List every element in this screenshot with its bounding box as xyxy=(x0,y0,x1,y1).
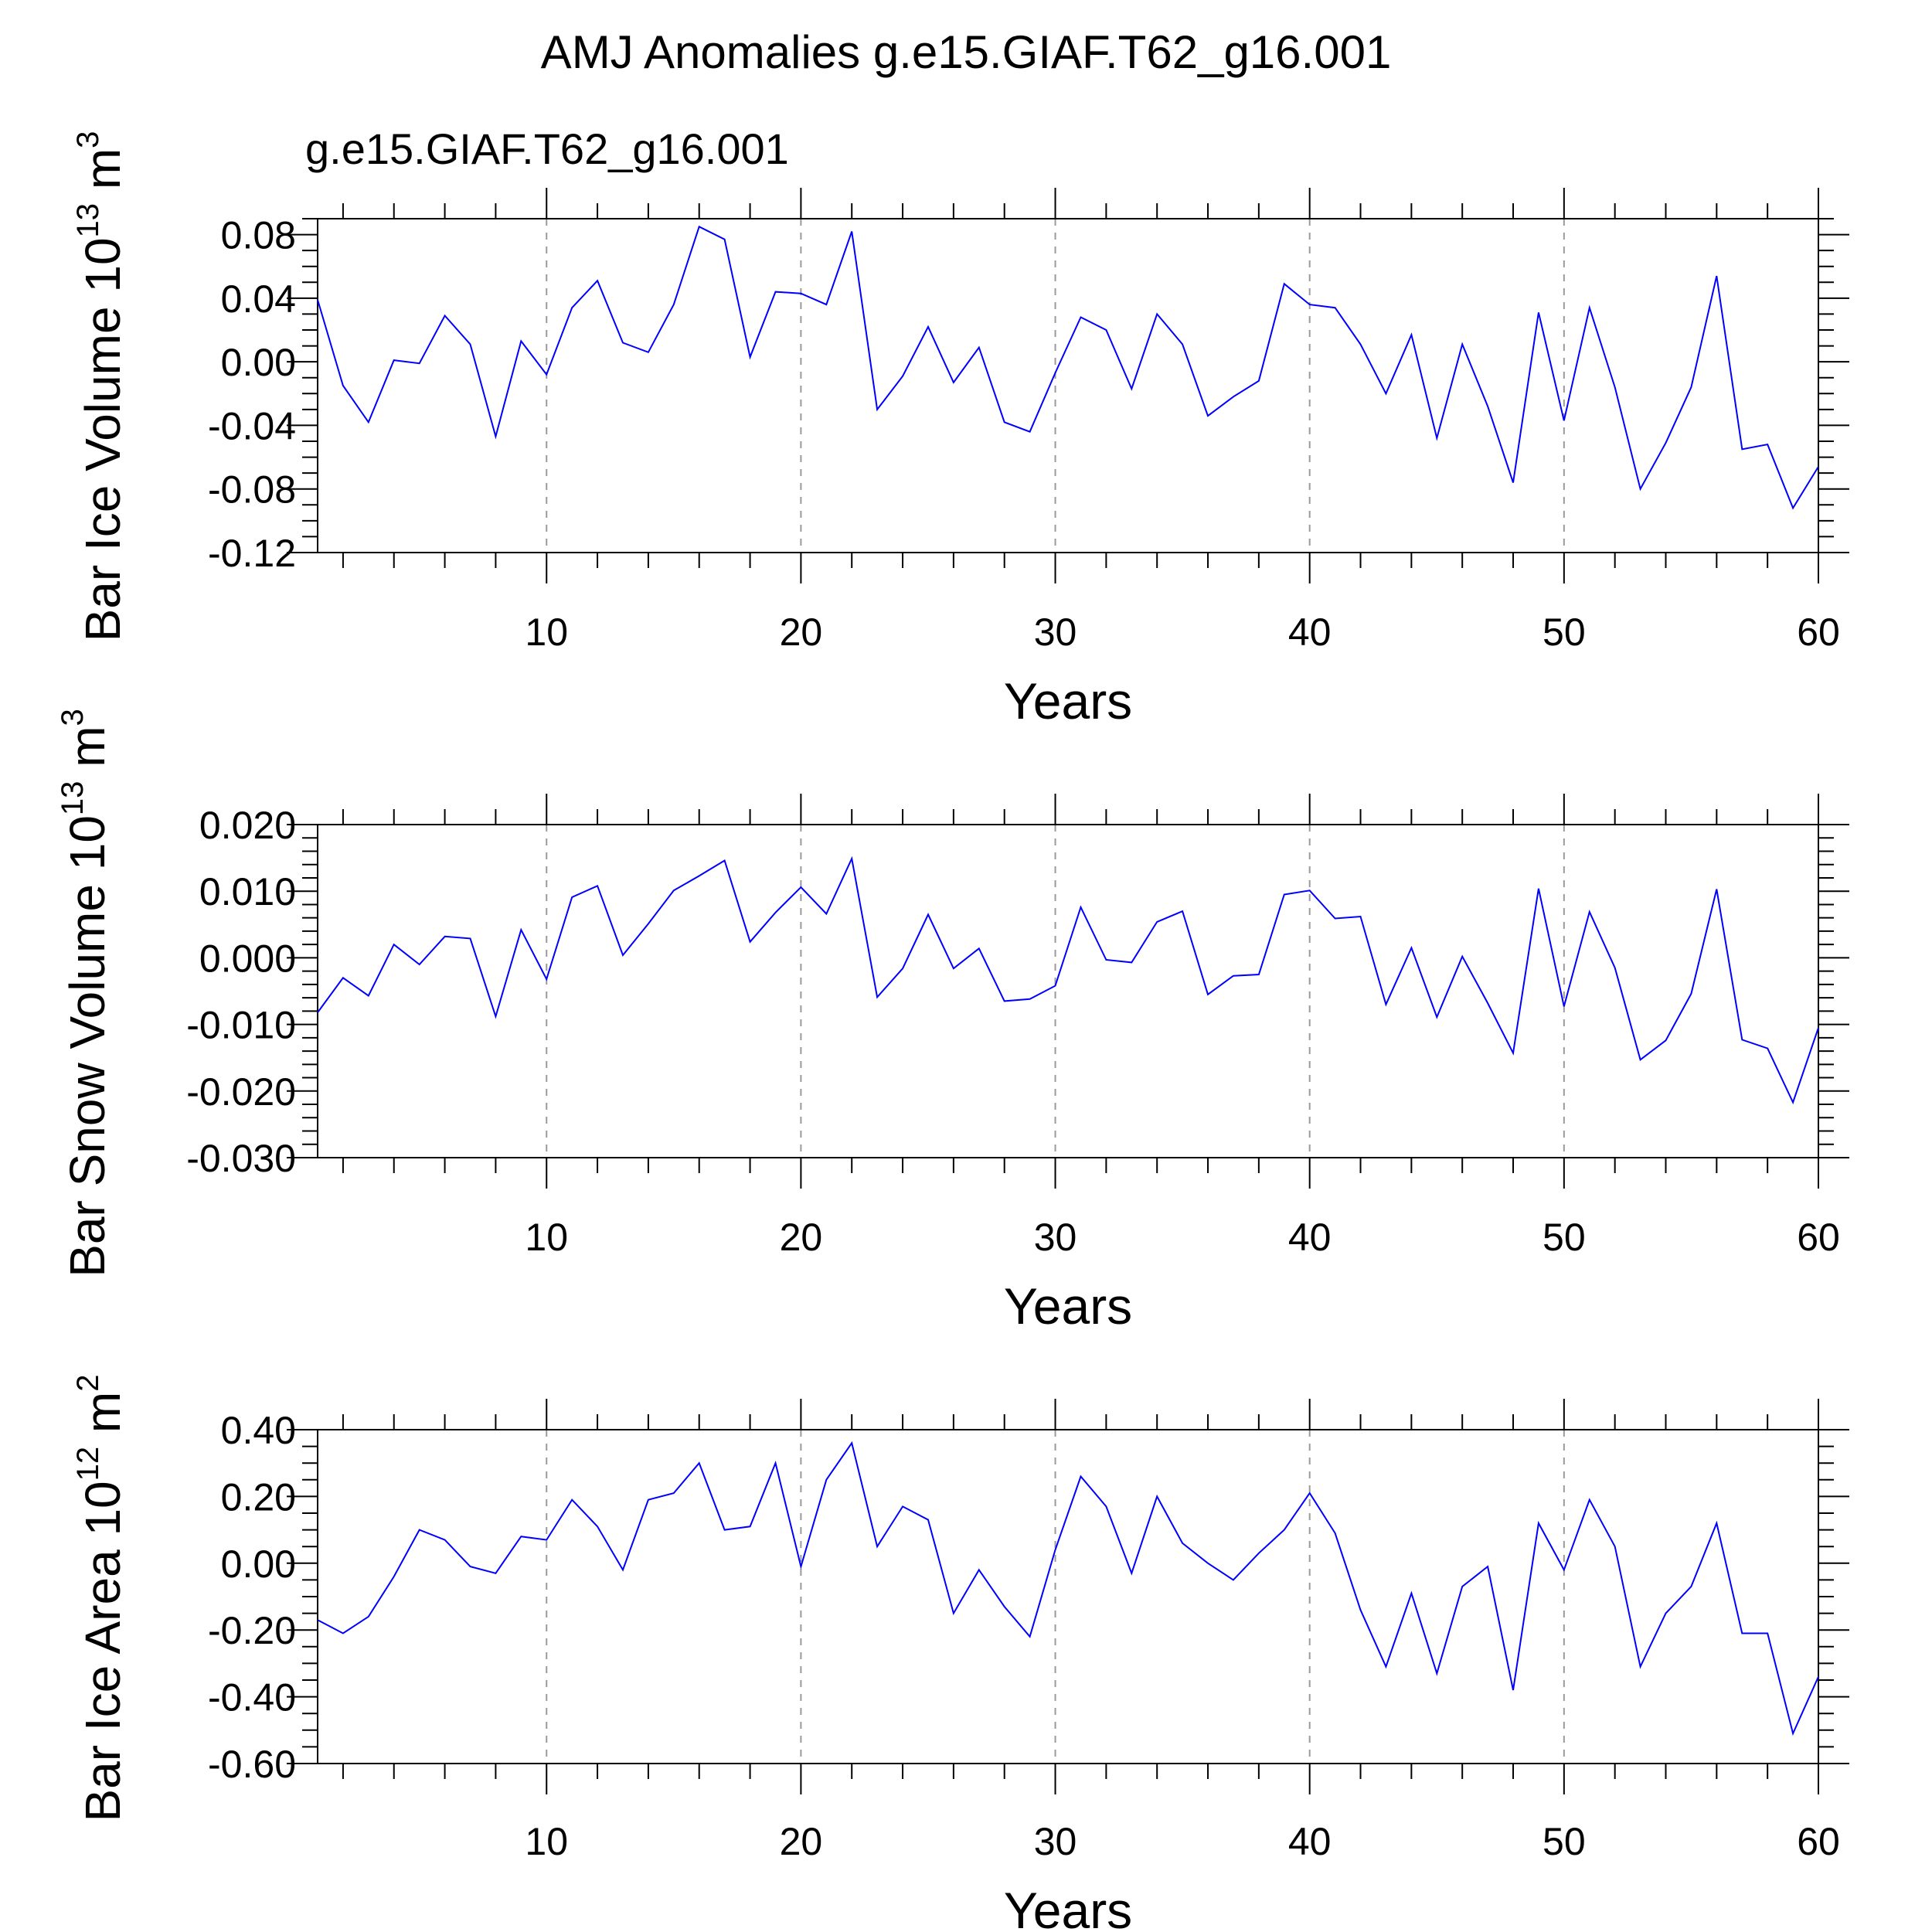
y-tick-label-1: -0.020 xyxy=(186,1070,296,1114)
x-tick-label-20: 20 xyxy=(780,1820,823,1863)
y-axis-exponent: 13 xyxy=(56,781,90,816)
y-axis-unit-exponent: 3 xyxy=(71,131,105,148)
x-tick-label-10: 10 xyxy=(525,611,568,654)
y-axis-unit-exponent: 3 xyxy=(56,709,90,726)
x-axis-title: Years xyxy=(1004,672,1132,730)
y-axis-unit-exponent: 2 xyxy=(71,1375,105,1392)
x-tick-label-20: 20 xyxy=(780,1216,823,1259)
y-axis-exponent: 13 xyxy=(71,203,105,238)
y-axis-unit: m xyxy=(75,148,131,203)
x-tick-label-50: 50 xyxy=(1543,1216,1586,1259)
y-axis-label: Bar Snow Volume 10 xyxy=(60,815,115,1277)
y-tick-label-3: 0.00 xyxy=(221,341,296,384)
panel-3: 10 20 30 40 50 60 -0.60 -0.40 -0.20 0.00 0.20 0.40 Y… xyxy=(71,1375,1849,1932)
x-axis-title: Years xyxy=(1004,1882,1132,1932)
panel-2: 10 20 30 40 50 60 -0.030 -0.020 -0.010 0.000 0.010… xyxy=(56,709,1849,1335)
y-axis-unit: m xyxy=(60,726,115,781)
y-tick-label-1: -0.08 xyxy=(208,468,296,512)
x-tick-label-40: 40 xyxy=(1288,1820,1332,1863)
y-axis-unit: m xyxy=(75,1392,131,1447)
x-tick-label-40: 40 xyxy=(1288,611,1332,654)
y-axis-title: Bar Ice Volume 1013 m3 xyxy=(71,131,131,642)
series-line-1 xyxy=(317,1440,1819,1736)
y-tick-label-3: 0.00 xyxy=(221,1543,296,1586)
y-tick-label-3: 0.000 xyxy=(199,937,296,980)
x-tick-label-50: 50 xyxy=(1543,1820,1586,1863)
x-tick-label-30: 30 xyxy=(1034,1820,1077,1863)
plot-frame xyxy=(317,1429,1819,1764)
x-tick-label-60: 60 xyxy=(1797,611,1840,654)
y-axis-title: Bar Ice Area 1012 m2 xyxy=(71,1375,131,1822)
figure-subtitle: g.e15.GIAF.T62_g16.001 xyxy=(305,124,789,173)
y-tick-label-2: -0.20 xyxy=(208,1609,296,1652)
x-tick-label-60: 60 xyxy=(1797,1216,1840,1259)
y-axis-label: Bar Ice Area 10 xyxy=(75,1481,131,1821)
x-tick-label-20: 20 xyxy=(780,611,823,654)
y-tick-label-0: -0.60 xyxy=(208,1743,296,1786)
x-tick-label-40: 40 xyxy=(1288,1216,1332,1259)
x-tick-label-60: 60 xyxy=(1797,1820,1840,1863)
y-axis-exponent: 12 xyxy=(71,1447,105,1481)
series-line-1 xyxy=(317,225,1819,510)
x-axis-title: Years xyxy=(1004,1277,1132,1335)
y-tick-label-2: -0.010 xyxy=(186,1004,296,1047)
plot-frame xyxy=(317,218,1819,553)
y-tick-label-0: -0.030 xyxy=(186,1137,296,1180)
x-tick-label-30: 30 xyxy=(1034,611,1077,654)
x-tick-label-50: 50 xyxy=(1543,611,1586,654)
series-line-1 xyxy=(317,855,1819,1105)
y-tick-label-5: 0.020 xyxy=(199,804,296,847)
y-tick-label-2: -0.04 xyxy=(208,404,296,447)
y-axis-label: Bar Ice Volume 10 xyxy=(75,237,131,641)
chart-panels: 10 20 30 40 50 60 -0.12 -0.08 -0.04 0.00 0.04 0.08 Y… xyxy=(56,131,1849,1932)
y-tick-label-4: 0.20 xyxy=(221,1475,296,1519)
x-tick-label-30: 30 xyxy=(1034,1216,1077,1259)
x-tick-label-10: 10 xyxy=(525,1216,568,1259)
y-tick-label-4: 0.010 xyxy=(199,870,296,913)
y-tick-label-1: -0.40 xyxy=(208,1676,296,1719)
y-tick-label-5: 0.08 xyxy=(221,214,296,257)
y-tick-label-0: -0.12 xyxy=(208,532,296,575)
x-tick-label-10: 10 xyxy=(525,1820,568,1863)
y-axis-title: Bar Snow Volume 1013 m3 xyxy=(56,709,115,1277)
y-tick-label-5: 0.40 xyxy=(221,1409,296,1452)
y-tick-label-4: 0.04 xyxy=(221,277,296,321)
plot-frame xyxy=(317,824,1819,1158)
panel-1: 10 20 30 40 50 60 -0.12 -0.08 -0.04 0.00 0.04 0.08 Y… xyxy=(71,131,1849,730)
figure-title: AMJ Anomalies g.e15.GIAF.T62_g16.001 xyxy=(541,26,1392,78)
